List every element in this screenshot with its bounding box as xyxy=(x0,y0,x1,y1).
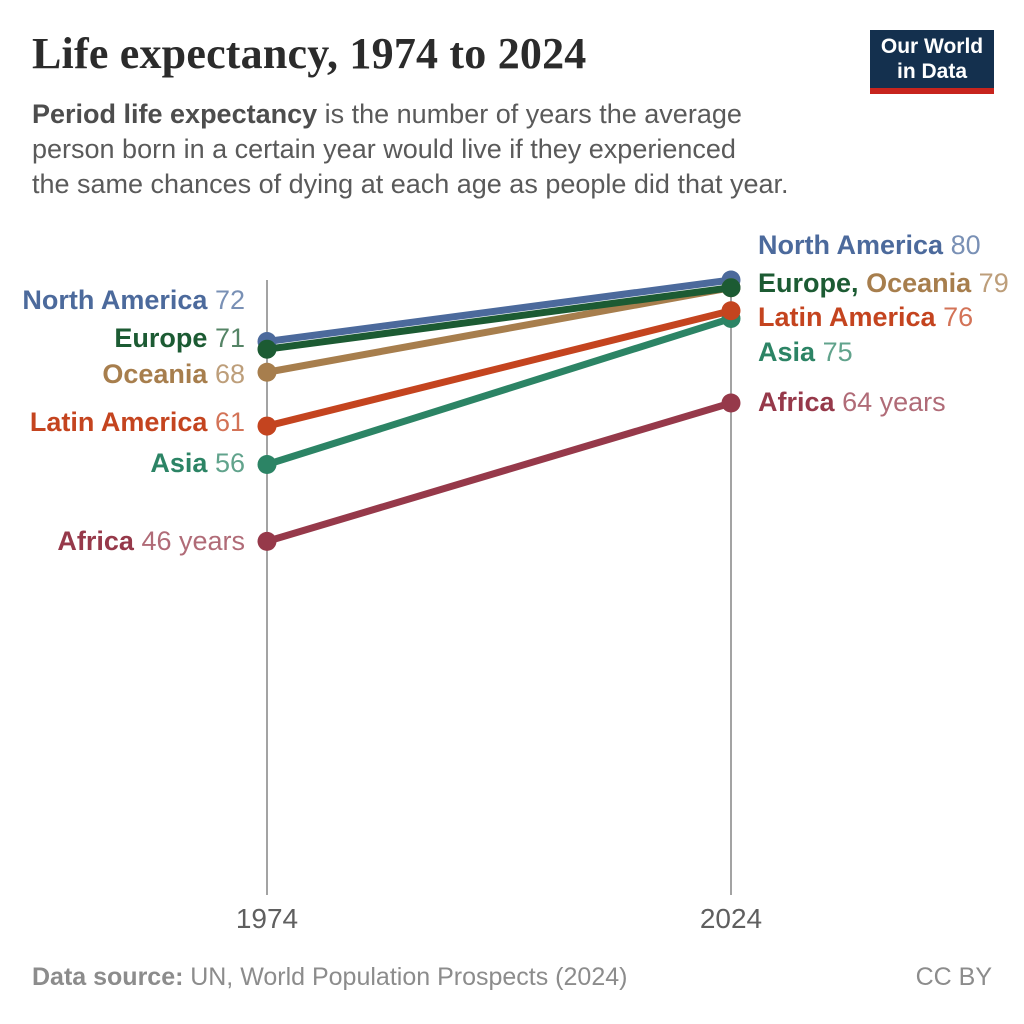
series-value: 72 xyxy=(214,285,245,315)
series-name: Asia xyxy=(758,337,816,367)
series-line-north-america xyxy=(263,276,735,345)
series-name: Africa xyxy=(57,526,134,556)
series-name: Africa xyxy=(758,387,835,417)
label-1974-oceania: Oceania 68 xyxy=(102,357,245,391)
label-2024-latin-america: Latin America 76 xyxy=(758,300,973,334)
label-1974-north-america: North America 72 xyxy=(22,283,245,317)
series-dot-2024-europe xyxy=(721,278,741,298)
page-title: Life expectancy, 1974 to 2024 xyxy=(32,29,587,78)
series-name: Europe, xyxy=(758,268,859,298)
subtitle-line1: is the number of years the average xyxy=(317,99,742,129)
series-line-africa xyxy=(263,399,735,545)
series-value: 46 years xyxy=(141,526,245,556)
series-line-latin-america xyxy=(263,307,735,430)
series-value: 75 xyxy=(822,337,853,367)
series-dot-2024-latin-america xyxy=(721,301,741,321)
series-line-asia xyxy=(263,314,735,468)
label-2024-north-america: North America 80 xyxy=(758,228,981,262)
label-2024-africa: Africa 64 years xyxy=(758,385,946,419)
logo-line-1: Our World xyxy=(880,35,984,58)
label-1974-africa: Africa 46 years xyxy=(57,524,245,558)
series-value: 79 xyxy=(978,268,1009,298)
series-value: 64 years xyxy=(842,387,946,417)
series-value: 80 xyxy=(950,230,981,260)
series-dot-1974-latin-america xyxy=(257,416,277,436)
license-badge: CC BY xyxy=(915,963,992,991)
series-name: North America xyxy=(758,230,944,260)
label-2024-asia: Asia 75 xyxy=(758,335,853,369)
subtitle-term: Period life expectancy xyxy=(32,99,318,129)
chart-footer: Data source: UN, World Population Prospec… xyxy=(32,963,992,992)
series-dot-1974-oceania xyxy=(257,362,277,382)
data-source-label: Data source: xyxy=(32,963,184,991)
series-dot-1974-europe xyxy=(257,339,277,359)
data-source-text: UN, World Population Prospects (2024) xyxy=(190,963,628,991)
label-1974-asia: Asia 56 xyxy=(150,446,245,480)
label-1974-latin-america: Latin America 61 xyxy=(30,405,245,439)
label-1974-europe: Europe 71 xyxy=(114,321,245,355)
series-name: Latin America xyxy=(758,302,936,332)
series-line-europe xyxy=(263,284,735,353)
series-name: Asia xyxy=(150,448,208,478)
series-value: 61 xyxy=(214,407,245,437)
series-value: 56 xyxy=(214,448,245,478)
series-name: Oceania xyxy=(102,359,208,389)
x-axis-tick-2024: 2024 xyxy=(699,903,763,934)
owid-logo: Our World in Data xyxy=(870,30,994,94)
logo-line-2: in Data xyxy=(896,60,967,83)
chart-subtitle: Period life expectancy is the number of … xyxy=(32,97,789,202)
series-dot-1974-africa xyxy=(257,531,277,551)
subtitle-line2: person born in a certain year would live… xyxy=(32,134,736,164)
series-name: North America xyxy=(22,285,208,315)
series-dot-2024-africa xyxy=(721,393,741,413)
subtitle-line3: the same chances of dying at each age as… xyxy=(32,169,789,199)
series-name: Latin America xyxy=(29,407,208,437)
series-value: 71 xyxy=(214,323,245,353)
x-axis-tick-1974: 1974 xyxy=(235,903,299,934)
label-2024-europe-oceania: Europe, Oceania 79 xyxy=(758,266,1009,300)
series-dot-1974-asia xyxy=(257,455,277,474)
series-value: 76 xyxy=(943,302,974,332)
series-name: Oceania xyxy=(866,268,972,298)
series-line-oceania xyxy=(263,284,735,376)
series-name: Europe xyxy=(114,323,208,353)
series-value: 68 xyxy=(214,359,245,389)
data-source: Data source: UN, World Population Prospec… xyxy=(32,963,627,992)
